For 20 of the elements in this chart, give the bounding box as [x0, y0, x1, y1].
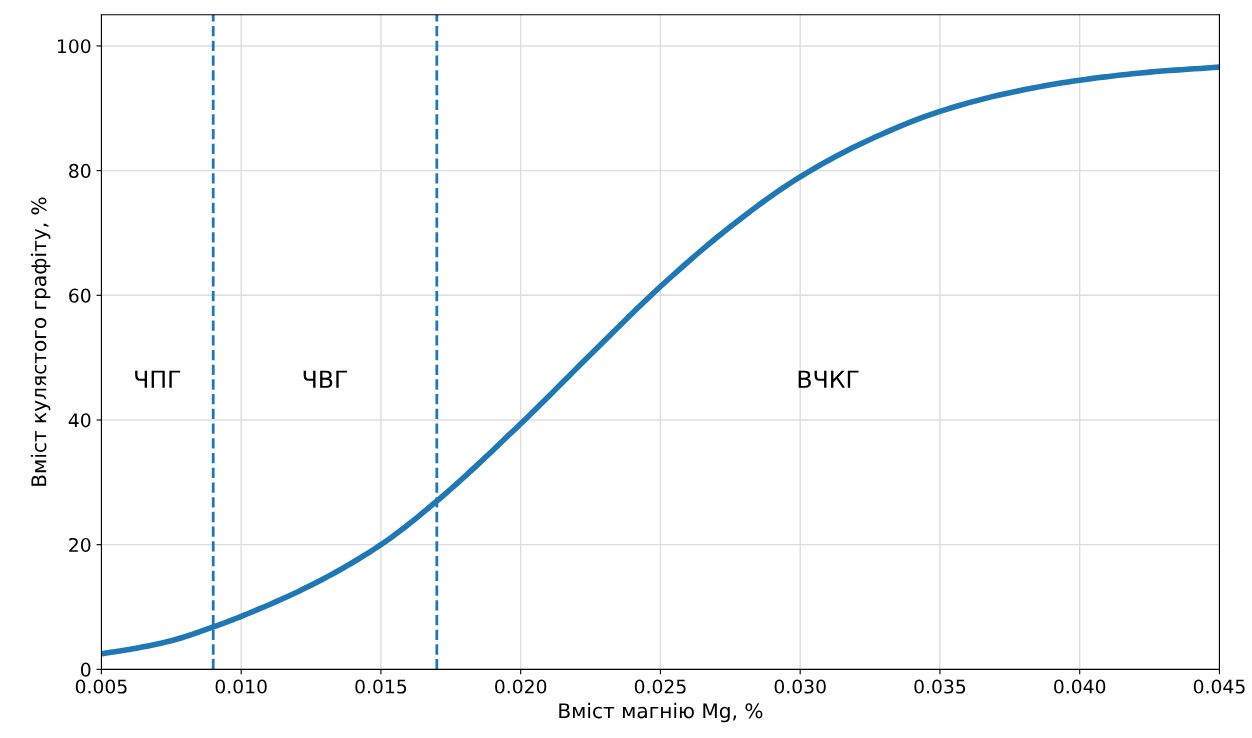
x-tick-label: 0.010	[215, 679, 267, 694]
annotation: ЧВГ	[303, 370, 348, 388]
x-tick-label: 0.035	[914, 679, 966, 694]
annotation: ЧПГ	[135, 370, 181, 388]
x-tick-label: 0.040	[1054, 679, 1106, 694]
y-tick-label: 20	[69, 537, 91, 553]
x-tick-label: 0.045	[1193, 679, 1245, 694]
annotation: ВЧКГ	[798, 370, 859, 388]
x-tick-label: 0.015	[355, 679, 407, 694]
x-tick-label: 0.005	[75, 679, 127, 694]
x-axis-title: Вміст магнію Mg, %	[559, 702, 763, 723]
y-tick-label: 40	[68, 413, 91, 428]
y-tick-label: 100	[57, 39, 91, 54]
y-tick-label: 60	[69, 288, 91, 303]
x-tick-label: 0.030	[774, 679, 826, 694]
y-tick-label: 0	[81, 662, 91, 677]
y-axis-title: Вміст кулястого графіту, %	[30, 197, 51, 486]
x-tick-label: 0.020	[495, 679, 547, 694]
x-tick-label: 0.025	[634, 679, 686, 694]
y-tick-label: 80	[69, 163, 91, 179]
